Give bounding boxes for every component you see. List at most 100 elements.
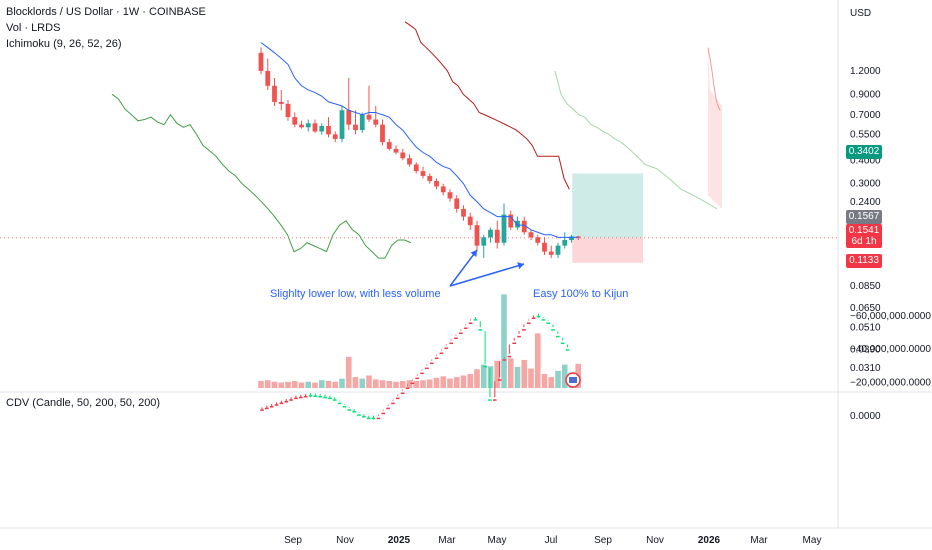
cdv-candle-body <box>502 359 507 361</box>
stop-price-badge: 0.1133 <box>846 254 882 268</box>
future-span-line <box>554 70 718 210</box>
volume-bar <box>541 373 548 388</box>
cdv-candle-body <box>473 319 478 321</box>
cdv-candle-body <box>459 332 463 334</box>
bar-countdown: 6d 1h <box>851 236 877 247</box>
price-axis-tick-11: 0.0310 <box>850 363 881 374</box>
cdv-candle-body <box>560 342 565 345</box>
cdv-candle-body <box>284 400 289 403</box>
cdv-candle-body <box>531 317 536 319</box>
volume-bar <box>453 377 460 388</box>
cdv-candle-body <box>493 399 497 401</box>
annotation-kijun-target: Easy 100% to Kijun <box>533 288 629 300</box>
candle-body <box>447 192 453 199</box>
candle-body <box>319 125 325 132</box>
time-axis-tick-3: Mar <box>438 535 456 546</box>
price-axis-tick-0: 1.2000 <box>850 66 881 77</box>
candle-body <box>292 117 298 125</box>
volume-bar <box>507 358 514 388</box>
cdv-candle-body <box>551 329 555 331</box>
volume-bar <box>420 380 426 388</box>
candle-body <box>427 175 433 181</box>
target-price-badge: 0.3402 <box>846 145 882 159</box>
cdv-candle-body <box>468 322 473 324</box>
candle-body <box>400 152 406 159</box>
volume-bar <box>460 375 467 388</box>
candle-body <box>461 208 466 217</box>
cdv-candle-body <box>357 414 361 416</box>
candle-body <box>386 142 392 149</box>
cdv-candle-body <box>546 322 550 324</box>
candle-body <box>440 186 446 193</box>
cdv-candle-body <box>429 362 434 365</box>
last-price-value: 0.1541 <box>848 225 880 236</box>
candle-body <box>278 101 284 104</box>
volume-bar <box>447 378 453 388</box>
volume-bar <box>379 380 386 388</box>
volume-bar <box>339 378 345 388</box>
candle-body <box>312 123 318 132</box>
candle-body <box>515 220 520 228</box>
future-kijun-line <box>707 47 721 111</box>
time-axis-tick-6: Sep <box>594 535 612 546</box>
volume-bar <box>271 381 278 388</box>
cdv-axis-tick-1: −20,000,000.0000 <box>850 378 931 389</box>
candle-body <box>569 236 574 240</box>
cdv-candle-body <box>352 410 356 413</box>
candle-body <box>474 225 480 246</box>
ichimoku-indicator-label[interactable]: Ichimoku (9, 26, 52, 26) <box>6 38 122 50</box>
last-price-badge: 0.1541 6d 1h <box>846 224 882 248</box>
cdv-candle-body <box>269 405 274 408</box>
volume-bar <box>406 380 413 388</box>
price-axis-tick-3: 0.5500 <box>850 129 881 140</box>
candle-body <box>359 114 365 131</box>
volume-bar <box>480 364 487 388</box>
volume-bar <box>561 364 568 388</box>
cdv-candle-body <box>478 329 483 331</box>
cdv-candle-body <box>405 387 410 390</box>
candle-body <box>346 110 352 125</box>
cdv-candle-body <box>483 365 487 368</box>
volume-bar <box>399 380 406 388</box>
candle-body <box>521 220 527 233</box>
volume-bar <box>312 382 318 388</box>
cdv-candle-body <box>313 395 318 397</box>
time-axis-tick-8: 2026 <box>698 535 721 546</box>
future-cloud-fill <box>708 47 722 209</box>
candle-body <box>481 237 487 246</box>
arrow-volume <box>449 263 525 287</box>
volume-bar <box>521 359 528 388</box>
volume-bar <box>325 380 332 388</box>
cdv-candle-body <box>371 417 376 420</box>
volume-bar <box>494 360 501 388</box>
target-zone <box>572 173 643 238</box>
cdv-candle-body <box>536 315 541 318</box>
cdv-candle-body <box>323 396 327 399</box>
volume-bar <box>426 379 433 388</box>
volume-indicator-label[interactable]: Vol · LRDS <box>6 22 61 34</box>
candle-body <box>305 123 311 128</box>
volume-bar <box>433 377 440 388</box>
cdv-candle-body <box>299 396 303 399</box>
candle-body <box>528 232 534 238</box>
candle-body <box>467 216 473 226</box>
candle-body <box>454 198 460 209</box>
candle-body <box>434 180 439 187</box>
volume-bar <box>514 366 521 388</box>
cdv-candle-body <box>517 335 521 338</box>
cdv-candle-body <box>376 417 381 420</box>
volume-bar <box>345 356 352 388</box>
cdv-candle-body <box>328 397 332 400</box>
cdv-candle-body <box>318 395 322 398</box>
arrow-volume-head <box>517 262 524 270</box>
price-axis-tick-6: 0.2400 <box>850 197 881 208</box>
currency-label[interactable]: USD <box>850 8 872 19</box>
arrow-lower-low <box>449 249 478 287</box>
cdv-candle-body <box>294 397 298 400</box>
cdv-candle-body <box>410 382 415 385</box>
candle-body <box>258 52 264 71</box>
cdv-candle-body <box>274 404 279 406</box>
cdv-indicator-label[interactable]: CDV (Candle, 50, 200, 50, 200) <box>6 397 161 409</box>
candle-body <box>413 164 419 172</box>
